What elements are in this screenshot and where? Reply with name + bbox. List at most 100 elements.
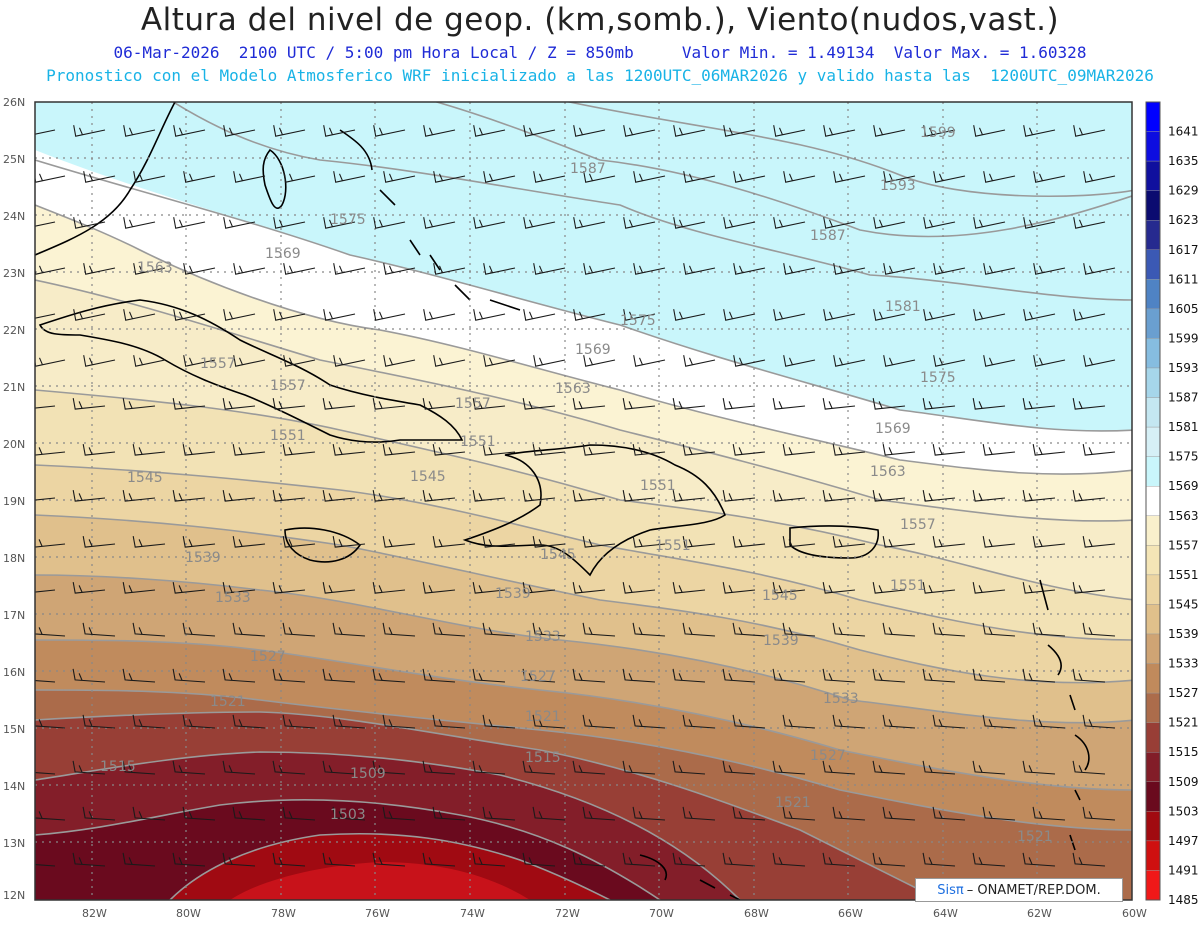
wind-barb [382, 714, 416, 729]
wind-barb [73, 309, 106, 321]
wind-barb [822, 668, 856, 683]
branding-label: Sis π – ONAMET/REP.DOM. [915, 878, 1123, 902]
wind-barb [283, 263, 316, 275]
contour-label: 1557 [900, 517, 936, 533]
contour-label: 1575 [920, 370, 956, 386]
wind-barb [722, 852, 756, 867]
colorbar-swatch [1145, 426, 1161, 457]
wind-barb [582, 714, 616, 729]
colorbar-swatch [1145, 249, 1161, 280]
wind-barb [422, 398, 456, 410]
wind-barb [1072, 582, 1106, 594]
wind-barb [583, 263, 616, 275]
wind-barb [733, 355, 766, 367]
wind-barb [35, 221, 56, 227]
contour-label: 1545 [762, 588, 798, 604]
lon-label: 82W [82, 907, 107, 920]
contour-label: 1533 [215, 590, 251, 606]
colorbar-swatch [1145, 397, 1161, 428]
wind-barb [522, 852, 556, 867]
colorbar-label: 1629 [1168, 184, 1199, 198]
wind-barb [982, 714, 1016, 729]
wind-barb [573, 217, 606, 229]
wind-barb [133, 355, 166, 367]
wind-barb [973, 125, 1006, 137]
wind-barb [673, 217, 706, 229]
wind-barb [35, 129, 56, 135]
contour-label: 1539 [495, 586, 531, 602]
wind-barb [1022, 582, 1056, 594]
wind-barb [733, 263, 766, 275]
wind-barb [273, 309, 306, 321]
wind-barb [173, 309, 206, 321]
wind-barb [72, 398, 106, 410]
colorbar-label: 1641 [1168, 125, 1199, 139]
wind-barb [272, 852, 306, 867]
wind-barb [432, 806, 466, 821]
wind-barb [232, 536, 266, 548]
wind-barb [333, 263, 366, 275]
wind-barb [433, 355, 466, 367]
colorbar-swatch [1145, 308, 1161, 339]
wind-barb [732, 622, 766, 637]
lon-label: 76W [365, 907, 390, 920]
wind-barb [482, 444, 516, 456]
contour-label: 1545 [540, 547, 576, 563]
wind-barb [682, 444, 716, 456]
wind-barb [372, 668, 406, 683]
wind-barb [983, 171, 1016, 183]
lat-label: 17N [3, 609, 25, 622]
wind-barb [1072, 490, 1106, 502]
contour-labels: 1599 1593 1587 1587 1581 1575 1575 1575 … [100, 125, 1053, 845]
wind-barb [233, 171, 266, 183]
wind-barb [273, 217, 306, 229]
wind-barb [283, 171, 316, 183]
wind-barb [123, 309, 156, 321]
wind-barb [922, 398, 956, 410]
wind-barb [283, 355, 316, 367]
wind-barb [622, 668, 656, 683]
wind-barb [432, 444, 466, 456]
wind-barb [1082, 714, 1116, 729]
wind-barb [1072, 398, 1106, 410]
colorbar-label: 1533 [1168, 657, 1199, 671]
geopotential-map: 1599 1593 1587 1587 1581 1575 1575 1575 … [3, 96, 1199, 920]
wind-barb [582, 806, 616, 821]
wind-barb [223, 217, 256, 229]
wind-barb [423, 217, 456, 229]
wind-barb [82, 714, 116, 729]
puerto-rico-coast [789, 525, 879, 559]
wind-barb [1082, 622, 1116, 637]
colorbar-swatch [1145, 840, 1161, 871]
wind-barb [933, 171, 966, 183]
colorbar-label: 1503 [1168, 804, 1199, 818]
wind-barb [1023, 125, 1056, 137]
lat-label: 14N [3, 780, 25, 793]
colorbar-label: 1515 [1168, 745, 1199, 759]
wind-barb [1022, 852, 1056, 867]
band-1575 [35, 102, 1132, 431]
wind-barb [482, 806, 516, 821]
map-subtitle-model-run: Pronostico con el Modelo Atmosferico WRF… [46, 66, 1154, 85]
height-bands [35, 102, 1132, 900]
colorbar-label: 1539 [1168, 627, 1199, 641]
wind-barb [772, 760, 806, 775]
lon-label: 68W [744, 907, 769, 920]
contour-label: 1539 [185, 550, 221, 566]
lat-label: 21N [3, 381, 25, 394]
wind-barb [222, 668, 256, 683]
lon-label: 66W [838, 907, 863, 920]
wind-barb [932, 444, 966, 456]
wind-barb [72, 852, 106, 867]
colorbar-label: 1581 [1168, 420, 1199, 434]
wind-barb [672, 668, 706, 683]
wind-barb [672, 852, 706, 867]
wind-barb [822, 490, 856, 502]
wind-barb [432, 622, 466, 637]
wind-barb [373, 217, 406, 229]
lon-label: 70W [649, 907, 674, 920]
wind-barb [932, 536, 966, 548]
wind-barb [972, 398, 1006, 410]
contour-label: 1551 [640, 478, 676, 494]
wind-barb [782, 444, 816, 456]
